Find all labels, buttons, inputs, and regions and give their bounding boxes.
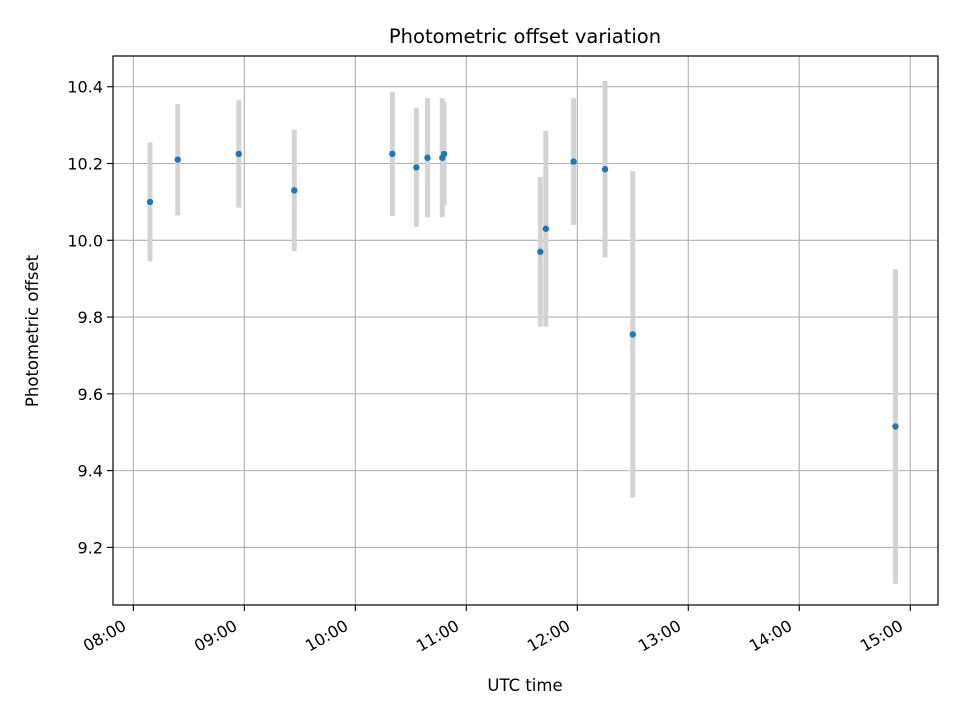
y-tick-label: 9.8 (78, 308, 103, 327)
x-tick-label: 11:00 (413, 616, 462, 656)
data-point (542, 225, 550, 232)
data-point (389, 150, 396, 158)
y-tick-label: 9.4 (78, 462, 103, 481)
x-tick-label: 12:00 (524, 616, 573, 656)
point-layer (146, 150, 899, 430)
data-point (440, 150, 448, 158)
data-point (537, 248, 544, 255)
data-point (424, 154, 431, 161)
data-point (291, 187, 298, 194)
y-tick-label: 10.4 (67, 78, 103, 97)
data-point (235, 150, 242, 158)
data-point (570, 158, 577, 165)
data-point (174, 156, 181, 163)
x-tick-label: 15:00 (857, 616, 906, 656)
x-tick-label: 08:00 (80, 616, 129, 656)
x-tick-label: 10:00 (302, 616, 351, 656)
x-tick-label: 14:00 (746, 616, 795, 656)
plot-frame (112, 55, 939, 606)
data-point (629, 331, 636, 338)
chart-title: Photometric offset variation (389, 25, 661, 48)
data-point (892, 423, 899, 430)
y-tick-label: 9.6 (78, 385, 103, 404)
x-tick-label: 13:00 (635, 616, 684, 656)
y-tick-label: 10.0 (67, 231, 103, 250)
data-point (413, 164, 420, 171)
x-axis-title: UTC time (487, 676, 562, 695)
data-point (146, 198, 154, 206)
x-tick-label: 09:00 (191, 616, 240, 656)
errorbar-layer (147, 80, 898, 584)
y-tick-label: 10.2 (67, 154, 103, 173)
grid-layer (113, 56, 938, 605)
y-tick-label: 9.2 (78, 538, 103, 557)
y-axis-title: Photometric offset (23, 254, 42, 407)
tick-layer: 08:00 09:00 10:00 11:00 12:00 13:00 14:00 15:00… (67, 78, 911, 656)
data-point (601, 166, 609, 173)
